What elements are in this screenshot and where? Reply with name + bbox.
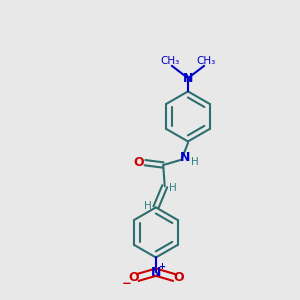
Text: CH₃: CH₃ bbox=[161, 56, 180, 66]
Text: N: N bbox=[180, 152, 190, 164]
Text: H: H bbox=[144, 201, 152, 211]
Text: H: H bbox=[191, 157, 199, 167]
Text: N: N bbox=[151, 266, 161, 279]
Text: +: + bbox=[158, 262, 165, 272]
Text: O: O bbox=[134, 156, 144, 169]
Text: N: N bbox=[183, 72, 193, 85]
Text: O: O bbox=[128, 271, 139, 284]
Text: H: H bbox=[169, 183, 177, 193]
Text: O: O bbox=[173, 271, 184, 284]
Text: CH₃: CH₃ bbox=[196, 56, 215, 66]
Text: −: − bbox=[122, 278, 131, 290]
